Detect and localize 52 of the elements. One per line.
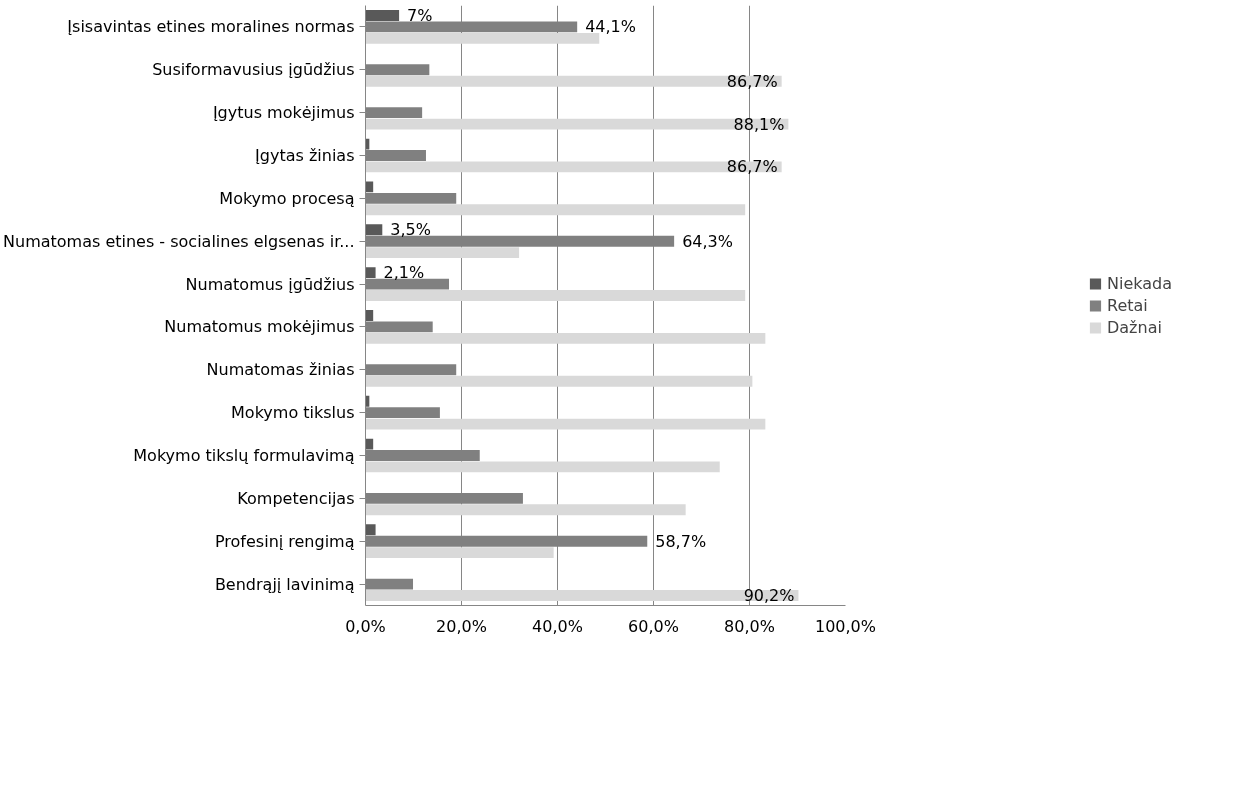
bar bbox=[365, 375, 753, 387]
bar bbox=[365, 267, 376, 279]
y-tick-label: Numatomas etines - socialines elgsenas ir... bbox=[3, 231, 355, 251]
data-label: 2,1% bbox=[383, 263, 425, 283]
bar bbox=[365, 590, 799, 601]
data-label: 86,7% bbox=[726, 157, 778, 177]
bar bbox=[365, 118, 789, 130]
bar bbox=[365, 224, 383, 236]
bar bbox=[365, 247, 520, 259]
bar bbox=[365, 332, 766, 344]
data-label: 90,2% bbox=[743, 586, 795, 605]
bar bbox=[365, 10, 400, 21]
legend-label: Niekada bbox=[1106, 273, 1173, 293]
y-tick-label: Bendrąjį lavinimą bbox=[214, 574, 355, 594]
bar bbox=[365, 524, 376, 536]
bar bbox=[365, 461, 720, 473]
data-label: 88,1% bbox=[733, 114, 785, 134]
y-tick-label: Įgytas žinias bbox=[255, 146, 355, 165]
x-tick-label: 60,0% bbox=[628, 616, 679, 636]
y-tick-label: Numatomus įgūdžius bbox=[185, 274, 355, 294]
legend-label: Dažnai bbox=[1106, 317, 1162, 337]
y-tick-label: Susiformavusius įgūdžius bbox=[152, 60, 355, 80]
bar bbox=[365, 290, 746, 301]
data-label: 86,7% bbox=[726, 71, 778, 91]
data-label: 44,1% bbox=[585, 17, 637, 37]
x-tick-label: 80,0% bbox=[724, 616, 775, 636]
bar bbox=[365, 75, 782, 87]
x-tick-label: 20,0% bbox=[436, 616, 487, 636]
x-tick-label: 40,0% bbox=[532, 616, 583, 636]
x-tick-label: 0,0% bbox=[345, 616, 386, 636]
y-tick-label: Profesinį rengimą bbox=[214, 531, 355, 551]
data-label: 64,3% bbox=[682, 231, 733, 251]
bar bbox=[365, 418, 766, 430]
bar bbox=[365, 204, 746, 216]
y-tick-label: Kompetencijas bbox=[237, 488, 355, 508]
bar bbox=[365, 310, 374, 321]
bar bbox=[365, 32, 600, 44]
y-tick-label: Mokymo tikslų formulavimą bbox=[133, 446, 355, 465]
y-tick-label: Numatomas žinias bbox=[206, 360, 355, 380]
y-tick-label: Įgytus mokėjimus bbox=[212, 103, 355, 123]
bar bbox=[365, 438, 374, 450]
y-tick-label: Numatomus mokėjimus bbox=[164, 317, 355, 337]
legend-label: Retai bbox=[1106, 295, 1148, 315]
y-tick-label: Įsisavintas etines moralines normas bbox=[67, 17, 355, 37]
data-label: 7% bbox=[407, 6, 433, 25]
bar bbox=[365, 504, 686, 516]
y-tick-label: Mokymo tikslus bbox=[231, 403, 355, 423]
y-tick-label: Mokymo procesą bbox=[219, 188, 355, 208]
data-label: 58,7% bbox=[655, 531, 707, 551]
x-tick-label: 100,0% bbox=[815, 616, 877, 636]
data-label: 3,5% bbox=[390, 220, 431, 240]
bar bbox=[365, 547, 554, 559]
